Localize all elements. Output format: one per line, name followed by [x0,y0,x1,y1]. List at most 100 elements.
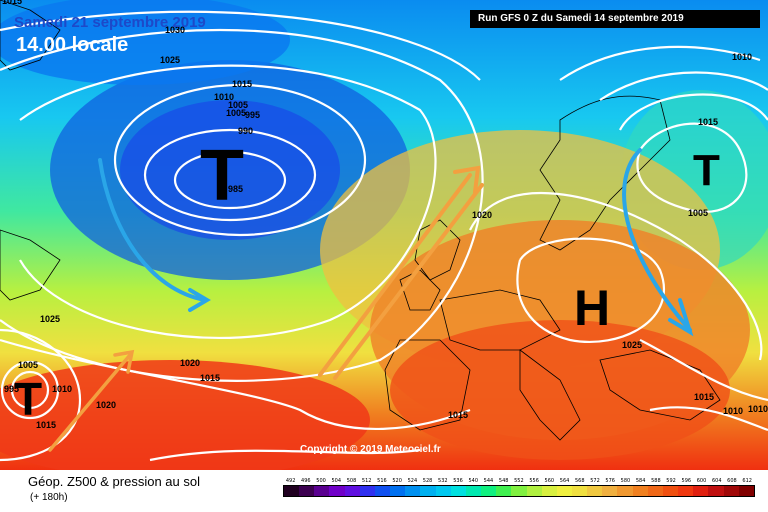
color-scale-swatch [390,486,406,496]
low-center-russia: T [693,146,720,195]
blue-arrowhead-east [668,298,694,337]
pressure-label: 1020 [472,210,492,220]
color-scale-tick-label: 516 [377,478,387,484]
color-scale-swatch [450,486,466,496]
color-scale-swatch [374,486,391,496]
color-scale-swatch [314,486,330,496]
color-scale-swatch [571,486,588,496]
pressure-label: 1010 [52,384,72,394]
color-scale-tick-label: 524 [407,478,418,484]
pressure-label: 1015 [694,392,714,402]
color-scale-swatch [435,486,451,496]
color-scale-swatch [738,486,754,496]
color-scale-tick-label: 556 [529,478,539,484]
pressure-label: 995 [245,110,260,120]
color-scale-tick-label: 496 [301,478,311,484]
pressure-label: 990 [238,126,253,136]
color-scale-swatch [344,486,360,496]
forecast-date: Samedi 21 septembre 2019 [14,14,206,31]
color-scale-swatch [556,486,572,496]
color-scale-tick-label: 572 [590,478,600,484]
color-scale-swatch [708,486,724,496]
pressure-label: 1020 [96,400,116,410]
pressure-label: 1005 [18,360,38,370]
pressure-label: 1020 [180,358,200,368]
pressure-labels: 1030 1025 1015 1010 1005 1005 995 990 98… [2,0,768,430]
color-scale-tick-label: 576 [605,478,615,484]
color-scale-swatch [541,486,557,496]
model-run-label: Run GFS 0 Z du Samedi 14 septembre 2019 [470,10,760,28]
pressure-label: 1015 [200,373,220,383]
pressure-label: 1015 [36,420,56,430]
low-center-azores: T [14,373,42,425]
pressure-label: 1005 [228,100,248,110]
color-scale: 492 496 500 504 508 512 516 520 524 528 532 536 540 5… [283,478,755,497]
color-scale-swatch [632,486,648,496]
blue-arrowhead-west [188,288,211,312]
color-scale-tick-label: 560 [544,478,555,484]
color-scale-tick-label: 596 [681,478,692,484]
color-scale-swatch [359,486,375,496]
orange-arrowhead [453,165,481,194]
color-scale-tick-label: 500 [316,478,326,484]
color-scale-tick-label: 540 [468,478,478,484]
color-scale-swatch [587,486,603,496]
color-scale-tick-label: 604 [711,478,722,484]
color-scale-tick-label: 532 [438,478,448,484]
color-scale-swatch [526,486,542,496]
legend-title: Géop. Z500 & pression au sol [28,474,200,489]
low-center-atlantic: T [200,136,244,216]
pressure-label: 995 [4,384,19,394]
color-scale-tick-label: 588 [651,478,661,484]
blue-arrow-east [622,148,692,332]
pressure-label: 1025 [40,314,60,324]
pressure-label: 1015 [448,410,468,420]
color-scale-swatch [481,486,497,496]
pressure-label: 985 [228,184,243,194]
color-scale-swatch [496,486,512,496]
color-scale-tick-label: 512 [361,478,372,484]
pressure-label: 1010 [748,404,768,414]
forecast-time: 14.00 locale [16,34,129,56]
north-low-zone [0,0,290,85]
color-scale-swatch [284,486,300,496]
color-scale-swatch [647,486,663,496]
color-scale-swatch [617,486,633,496]
deep-low-core [120,100,340,240]
pressure-label: 1025 [622,340,642,350]
color-scale-tick-label: 548 [498,478,509,484]
color-scale-swatch [678,486,694,496]
atlantic-hot-zone [0,360,370,470]
blue-arrow-west [98,158,207,302]
flow-arrows [48,148,694,452]
color-scale-tick-label: 492 [285,478,296,484]
high-center-europe: H [574,280,610,336]
pressure-label: 1010 [723,406,743,416]
color-scale-swatch [602,486,618,496]
color-scale-tick-label: 564 [559,478,570,484]
orange-arrow-2 [333,183,484,380]
color-scale-tick-label: 544 [483,478,494,484]
color-scale-swatch [420,486,436,496]
color-scale-tick-label: 580 [620,478,631,484]
color-scale-swatch [465,486,482,496]
weather-map: T T T H 1030 1025 1015 1010 1005 1005 99… [0,0,768,470]
color-scale-swatch [329,486,345,496]
color-scale-tick-label: 592 [666,478,676,484]
color-scale-tick-label: 612 [742,478,752,484]
isobars [0,10,768,462]
color-scale-tick-label: 584 [635,478,646,484]
pressure-label: 1015 [2,0,22,6]
pressure-label: 1025 [160,55,180,65]
orange-arrow-1 [318,173,472,377]
color-scale-swatch [723,486,739,496]
color-scale-ticks: 492 496 500 504 508 512 516 520 524 528 532 536 540 5… [283,478,755,484]
color-scale-tick-label: 552 [514,478,524,484]
pressure-label: 1005 [688,208,708,218]
color-scale-tick-label: 608 [727,478,737,484]
pressure-label: 1005 [226,108,246,118]
pressure-label: 1015 [698,117,718,127]
pressure-label: 1015 [232,79,252,89]
pressure-label: 1030 [165,25,185,35]
color-scale-swatch [405,486,421,496]
